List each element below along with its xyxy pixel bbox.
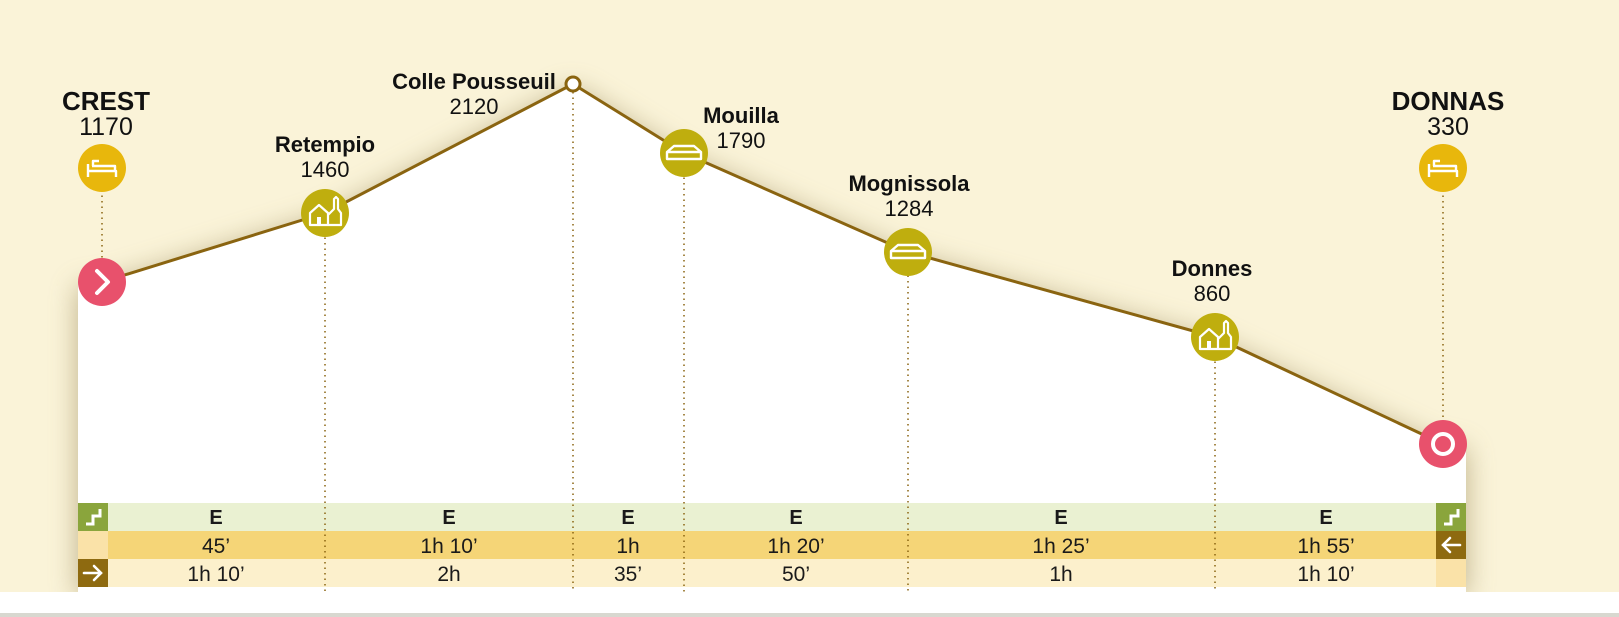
segment-time-return: 1h [1049,563,1072,586]
village-glyph [1198,319,1233,351]
waypoint-name: Mouilla [703,103,780,128]
end-name: DONNAS [1392,86,1505,116]
difficulty-step-glyph [86,509,102,526]
profile-area [78,84,1466,592]
segment-time-return: 50’ [782,563,810,586]
end-ring-icon [1419,420,1467,468]
pass-marker-icon [564,75,582,93]
waypoint-altitude: 1284 [885,196,934,221]
donnes-village-icon [1191,313,1239,361]
segment-difficulty: E [442,507,455,529]
waypoint-altitude: 860 [1194,281,1231,306]
segment-time-forward: 1h 20’ [767,535,824,558]
bed-glyph [86,159,118,177]
village-glyph [308,195,343,227]
segment-difficulty: E [789,507,802,529]
segment-difficulty: E [1319,507,1332,529]
start-chevron [95,269,110,295]
hut-glyph [665,144,703,161]
bottom-band [0,592,1619,617]
mognissola-hut-icon [884,228,932,276]
segment-difficulty: E [621,507,634,529]
start-arrow-icon [78,258,126,306]
forward-arrow-glyph [82,564,103,582]
bed-glyph [1427,159,1459,177]
end-altitude: 330 [1427,113,1469,141]
bed-icon [1419,144,1467,192]
segment-time-forward: 1h [616,535,639,558]
segment-time-return: 35’ [614,563,642,586]
segment-difficulty: E [209,507,222,529]
difficulty-row [78,503,1466,531]
waypoint-name: Donnes [1172,256,1253,281]
bed-icon [78,144,126,192]
end-ring [1431,432,1455,456]
segment-time-forward: 1h 25’ [1032,535,1089,558]
waypoint-altitude: 1790 [717,128,766,153]
segment-difficulty: E [1054,507,1067,529]
start-name: CREST [62,86,150,116]
return-row-blank [1436,559,1466,587]
end-marker-circle [1419,420,1467,468]
village-door [1207,341,1211,349]
waypoint-altitude: 1460 [301,157,350,182]
mouilla-hut-icon [660,129,708,177]
segment-time-return: 1h 10’ [1297,563,1354,586]
retempio-village-icon [301,189,349,237]
forward-time-row [78,531,1466,559]
bed-marker-circle [78,144,126,192]
segment-time-return: 2h [437,563,460,586]
segment-time-return: 1h 10’ [187,563,244,586]
return-time-row [78,559,1466,587]
difficulty-step-glyph [1444,509,1460,526]
start-marker-circle [78,258,126,306]
forward-row-blank [78,531,108,559]
waypoint-altitude: 2120 [450,94,499,119]
segment-time-forward: 1h 10’ [420,535,477,558]
waypoint-name: Colle Pousseuil [392,69,556,94]
bed-marker-circle [1419,144,1467,192]
waypoint-name: Mognissola [848,171,970,196]
bottom-strip [0,613,1619,617]
segment-time-forward: 1h 55’ [1297,535,1354,558]
return-arrow-glyph [1441,536,1462,554]
waypoint-name: Retempio [275,132,375,157]
hut-glyph [889,243,927,260]
village-door [317,217,321,225]
start-altitude: 1170 [79,113,133,141]
segment-time-forward: 45’ [202,535,230,558]
